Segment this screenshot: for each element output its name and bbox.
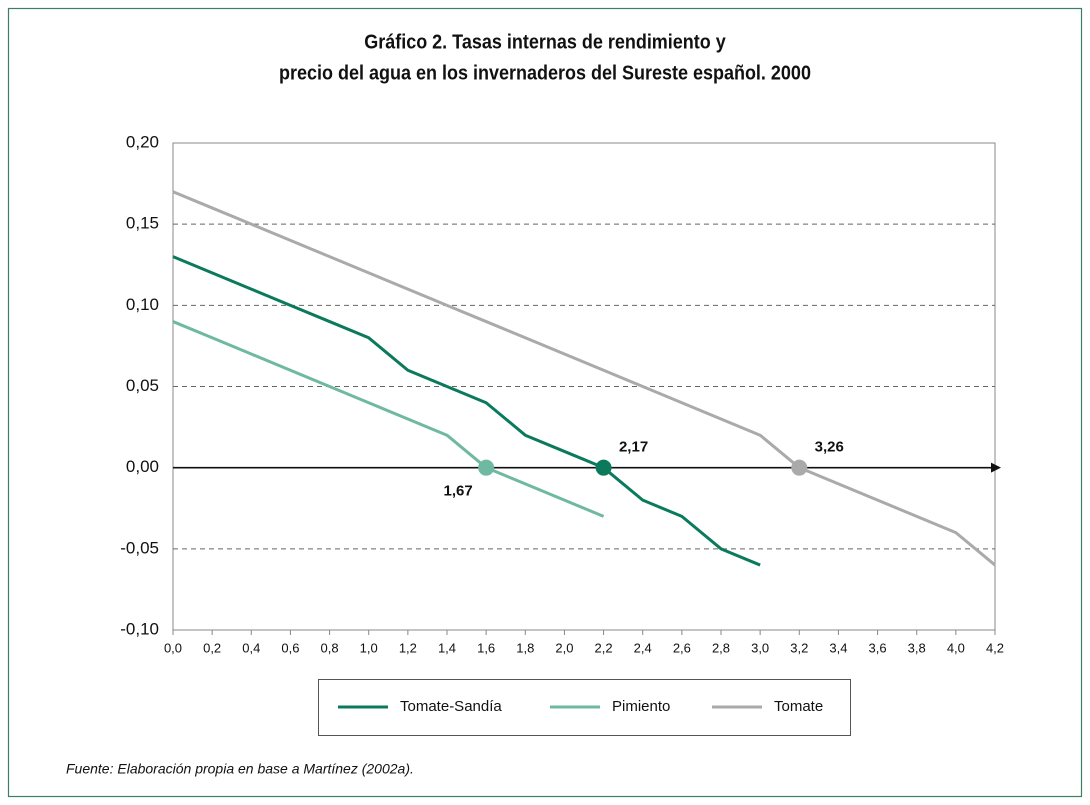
y-tick-label: -0,05 bbox=[120, 538, 159, 557]
x-tick-label: 1,2 bbox=[399, 640, 417, 655]
x-tick-label: 0,0 bbox=[164, 640, 182, 655]
x-tick-label: 1,8 bbox=[516, 640, 534, 655]
y-tick-label: 0,00 bbox=[126, 457, 159, 476]
annotation-label: 2,17 bbox=[619, 439, 648, 456]
y-tick-label: 0,05 bbox=[126, 376, 159, 395]
x-tick-label: 4,0 bbox=[947, 640, 965, 655]
x-tick-label: 3,4 bbox=[829, 640, 847, 655]
x-tick-label: 0,6 bbox=[281, 640, 299, 655]
x-tick-label: 4,2 bbox=[986, 640, 1004, 655]
series-line bbox=[172, 320, 605, 518]
x-tick-label: 0,8 bbox=[321, 640, 339, 655]
x-tick-label: 1,0 bbox=[360, 640, 378, 655]
annotation-marker bbox=[595, 459, 612, 476]
x-tick-label: 2,8 bbox=[712, 640, 730, 655]
x-tick-label: 2,0 bbox=[555, 640, 573, 655]
annotation-label: 1,67 bbox=[444, 483, 473, 500]
y-tick-label: 0,15 bbox=[126, 214, 159, 233]
source-note: Fuente: Elaboración propia en base a Mar… bbox=[66, 761, 414, 777]
legend-label: Pimiento bbox=[612, 698, 670, 715]
y-tick-label: 0,10 bbox=[126, 295, 159, 314]
x-tick-label: 3,6 bbox=[869, 640, 887, 655]
x-tick-label: 2,4 bbox=[634, 640, 652, 655]
annotation-marker bbox=[791, 459, 808, 476]
y-tick-label: -0,10 bbox=[120, 619, 159, 638]
series-line bbox=[172, 255, 761, 567]
x-tick-label: 3,8 bbox=[908, 640, 926, 655]
frame bbox=[7, 7, 1083, 798]
x-tick-label: 1,4 bbox=[438, 640, 456, 655]
axis-arrow bbox=[991, 462, 1001, 473]
y-tick-label: 0,20 bbox=[126, 132, 159, 151]
chart-title: precio del agua en los invernaderos del … bbox=[279, 62, 811, 84]
legend-label: Tomate-Sandía bbox=[400, 698, 502, 715]
legend-label: Tomate bbox=[774, 698, 823, 715]
x-tick-label: 2,2 bbox=[595, 640, 613, 655]
x-tick-label: 2,6 bbox=[673, 640, 691, 655]
x-tick-label: 1,6 bbox=[477, 640, 495, 655]
annotation-marker bbox=[478, 459, 495, 476]
x-tick-label: 3,0 bbox=[751, 640, 769, 655]
x-tick-label: 3,2 bbox=[790, 640, 808, 655]
x-tick-label: 0,4 bbox=[242, 640, 260, 655]
x-tick-label: 0,2 bbox=[203, 640, 221, 655]
series-line bbox=[172, 190, 996, 567]
chart-title: Gráfico 2. Tasas internas de rendimiento… bbox=[364, 31, 726, 53]
annotation-label: 3,26 bbox=[815, 439, 844, 456]
